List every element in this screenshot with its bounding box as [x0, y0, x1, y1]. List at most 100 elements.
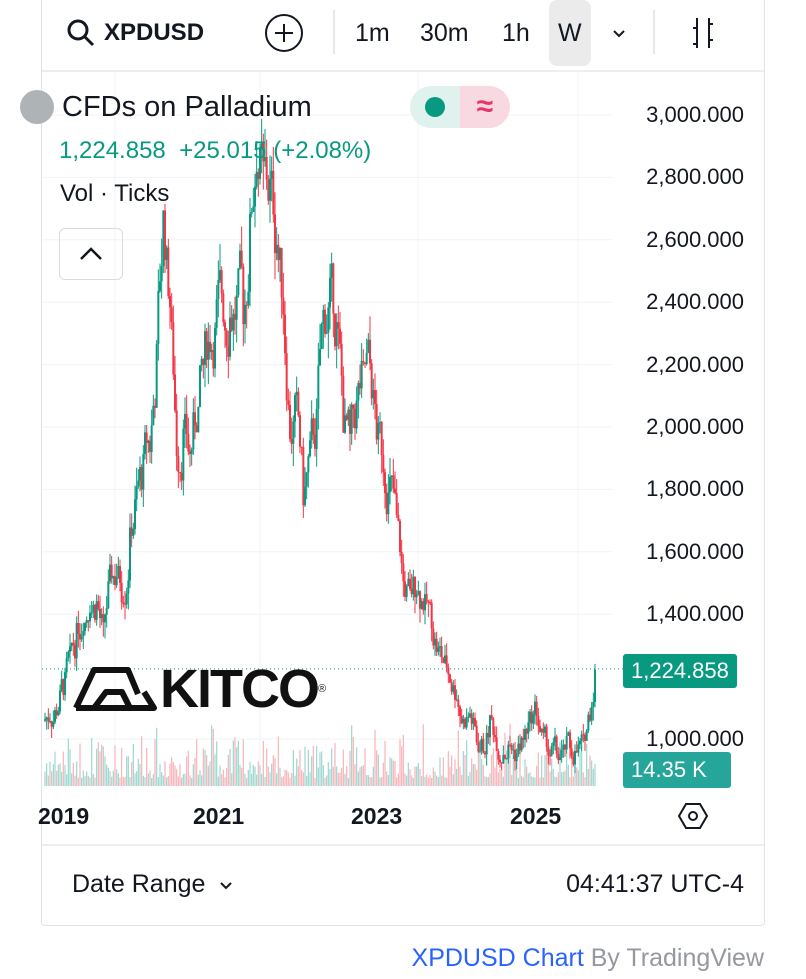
volume-bar — [234, 737, 236, 786]
candle-body — [449, 674, 451, 683]
date-range-button[interactable]: Date Range — [72, 870, 235, 899]
volume-bar — [497, 772, 499, 786]
candle-body — [302, 447, 305, 506]
candle-body — [59, 690, 61, 712]
volume-bar — [214, 754, 216, 786]
volume-bar — [569, 777, 571, 786]
volume-bar — [289, 777, 291, 786]
volume-bar — [472, 764, 474, 786]
volume-bar — [379, 777, 381, 786]
chart-type-button[interactable] — [687, 14, 721, 52]
candle-body — [224, 322, 226, 331]
volume-bar — [546, 739, 548, 786]
volume-bar — [336, 766, 338, 786]
volume-bar — [329, 769, 331, 786]
candle-body — [407, 578, 410, 587]
candle-body — [85, 620, 88, 624]
candle-body — [225, 330, 228, 347]
candle-body — [410, 588, 413, 595]
interval-w[interactable]: W — [549, 0, 591, 66]
candle-body — [440, 646, 443, 658]
candle-body — [97, 601, 100, 610]
volume-bar — [117, 773, 119, 786]
price-chart[interactable] — [42, 72, 764, 842]
chart-pane[interactable] — [42, 72, 764, 842]
candle-body — [575, 750, 578, 753]
candle-body — [515, 754, 518, 762]
settings-button[interactable] — [677, 800, 709, 837]
symbol-search[interactable]: XPDUSD — [66, 14, 204, 52]
candle-body — [152, 405, 155, 426]
volume-bar — [319, 752, 321, 786]
volume-bar — [71, 773, 73, 786]
candle-body — [157, 291, 160, 345]
candle-body — [312, 418, 315, 435]
volume-bar — [291, 772, 293, 786]
candle-body — [44, 719, 46, 721]
candle-body — [159, 281, 161, 292]
candle-body — [537, 715, 540, 727]
volume-bar — [414, 766, 416, 786]
interval-dropdown[interactable] — [610, 14, 628, 52]
volume-bar — [184, 773, 186, 786]
volume-bar — [512, 756, 514, 786]
volume-bar — [551, 758, 553, 786]
candle-body — [525, 729, 528, 734]
candle-body — [559, 757, 561, 761]
volume-bar — [126, 756, 128, 786]
candle-body — [454, 685, 456, 700]
candle-body — [192, 412, 195, 450]
volume-bar — [246, 777, 248, 786]
candle-body — [334, 313, 336, 347]
candle-body — [504, 755, 506, 759]
market-open-dot-icon — [425, 97, 445, 117]
candle-body — [549, 755, 551, 757]
volume-bar — [391, 758, 393, 786]
candle-body — [509, 744, 511, 746]
interval-30m[interactable]: 30m — [420, 18, 469, 47]
tradingview-credit[interactable]: By TradingView — [590, 944, 764, 972]
candle-body — [262, 142, 265, 162]
volume-bar — [129, 776, 131, 786]
toolbar: XPDUSD 1m 30m 1h W — [42, 0, 764, 72]
candle-body — [75, 622, 78, 659]
volume-bar — [351, 725, 353, 786]
volume-bar — [471, 758, 473, 786]
interval-1h[interactable]: 1h — [502, 18, 530, 47]
market-status[interactable]: ≈ — [410, 86, 510, 128]
candle-body — [500, 762, 503, 764]
x-tick: 2019 — [38, 803, 90, 829]
volume-bar — [522, 777, 524, 786]
volume-bar — [87, 775, 89, 786]
volume-bar — [382, 762, 384, 786]
candle-body — [424, 594, 426, 611]
candle-body — [87, 620, 90, 622]
candle-body — [547, 747, 550, 756]
volume-bar — [49, 761, 51, 786]
volume-bar — [434, 771, 436, 786]
interval-1m[interactable]: 1m — [355, 18, 390, 47]
volume-bar — [461, 774, 463, 786]
candle-body — [80, 636, 83, 640]
volume-bar — [224, 777, 226, 786]
candle-body — [232, 313, 235, 331]
candle-body — [425, 594, 428, 602]
candle-body — [89, 612, 91, 622]
volume-bar — [306, 775, 308, 786]
candle-body — [369, 339, 371, 364]
candle-body — [279, 248, 281, 260]
collapse-legend-button[interactable] — [59, 228, 123, 280]
chart-link[interactable]: XPDUSD Chart — [411, 944, 584, 972]
volume-bar — [204, 749, 206, 786]
candle-body — [222, 293, 225, 323]
compare-button[interactable] — [264, 14, 304, 52]
candle-body — [209, 341, 211, 353]
candle-body — [355, 400, 358, 429]
candle-body — [510, 745, 513, 750]
volume-bar — [449, 766, 451, 786]
candle-body — [234, 313, 236, 320]
volume-bar — [264, 776, 266, 786]
clock[interactable]: 04:41:37 UTC-4 — [566, 870, 744, 898]
kitco-watermark: KITCO ® — [72, 658, 326, 720]
volume-bar — [206, 755, 208, 786]
